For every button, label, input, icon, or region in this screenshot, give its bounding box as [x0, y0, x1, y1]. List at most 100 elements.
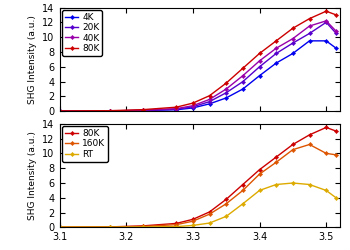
20K — [307, 32, 312, 35]
20K — [291, 42, 295, 44]
40K — [174, 107, 178, 110]
Line: 40K: 40K — [58, 19, 338, 112]
80K — [291, 27, 295, 30]
20K — [224, 91, 228, 94]
RT — [57, 226, 62, 229]
160K — [324, 152, 328, 155]
40K — [257, 59, 261, 62]
80K — [57, 110, 62, 112]
RT — [141, 226, 145, 228]
80K — [274, 156, 278, 158]
RT — [257, 189, 261, 192]
40K — [291, 37, 295, 40]
80K — [224, 198, 228, 201]
80K — [241, 67, 245, 70]
RT — [291, 182, 295, 184]
40K — [224, 88, 228, 90]
4K — [191, 106, 195, 110]
80K — [334, 14, 338, 16]
4K — [241, 88, 245, 90]
Y-axis label: SHG Intensity (a.u.): SHG Intensity (a.u.) — [28, 131, 37, 220]
4K — [324, 39, 328, 42]
160K — [141, 225, 145, 228]
20K — [141, 109, 145, 112]
80K — [191, 218, 195, 221]
4K — [141, 109, 145, 112]
160K — [257, 173, 261, 176]
80K — [274, 39, 278, 42]
20K — [257, 65, 261, 68]
Legend: 4K, 20K, 40K, 80K: 4K, 20K, 40K, 80K — [62, 10, 102, 56]
160K — [291, 148, 295, 151]
80K — [107, 226, 112, 228]
Line: 20K: 20K — [58, 21, 338, 112]
160K — [241, 189, 245, 192]
80K — [107, 109, 112, 112]
40K — [334, 30, 338, 33]
80K — [324, 10, 328, 13]
80K — [307, 133, 312, 136]
40K — [141, 109, 145, 112]
80K — [174, 106, 178, 109]
Legend: 80K, 160K, RT: 80K, 160K, RT — [62, 126, 108, 162]
RT — [191, 224, 195, 227]
160K — [307, 143, 312, 146]
20K — [324, 21, 328, 24]
20K — [174, 108, 178, 111]
RT — [208, 222, 212, 224]
80K — [174, 222, 178, 225]
RT — [174, 225, 178, 228]
80K — [257, 168, 261, 171]
4K — [334, 47, 338, 50]
160K — [57, 226, 62, 229]
40K — [307, 24, 312, 28]
Y-axis label: SHG Intensity (a.u.): SHG Intensity (a.u.) — [28, 15, 37, 104]
4K — [174, 108, 178, 111]
80K — [141, 108, 145, 111]
4K — [274, 62, 278, 64]
20K — [334, 32, 338, 35]
4K — [57, 110, 62, 112]
4K — [224, 96, 228, 100]
80K — [307, 17, 312, 20]
40K — [241, 74, 245, 77]
Line: 80K: 80K — [58, 126, 338, 229]
Line: 160K: 160K — [58, 143, 338, 229]
20K — [191, 105, 195, 108]
80K — [57, 226, 62, 229]
80K — [224, 82, 228, 84]
20K — [107, 110, 112, 112]
RT — [307, 183, 312, 186]
160K — [334, 153, 338, 156]
40K — [191, 104, 195, 107]
80K — [334, 130, 338, 133]
4K — [208, 102, 212, 105]
160K — [191, 220, 195, 223]
160K — [274, 161, 278, 164]
20K — [57, 110, 62, 112]
4K — [291, 52, 295, 55]
40K — [274, 47, 278, 50]
80K — [257, 52, 261, 55]
160K — [208, 213, 212, 216]
4K — [107, 110, 112, 112]
RT — [334, 196, 338, 199]
RT — [107, 226, 112, 229]
4K — [257, 74, 261, 77]
80K — [241, 183, 245, 186]
80K — [324, 126, 328, 129]
RT — [224, 215, 228, 218]
40K — [324, 19, 328, 22]
160K — [107, 226, 112, 228]
Line: RT: RT — [58, 182, 338, 229]
40K — [107, 110, 112, 112]
4K — [307, 39, 312, 42]
80K — [208, 94, 212, 97]
160K — [174, 223, 178, 226]
Line: 80K: 80K — [58, 10, 338, 113]
80K — [291, 143, 295, 146]
80K — [208, 210, 212, 214]
20K — [274, 52, 278, 55]
Line: 4K: 4K — [58, 39, 338, 113]
80K — [141, 224, 145, 227]
